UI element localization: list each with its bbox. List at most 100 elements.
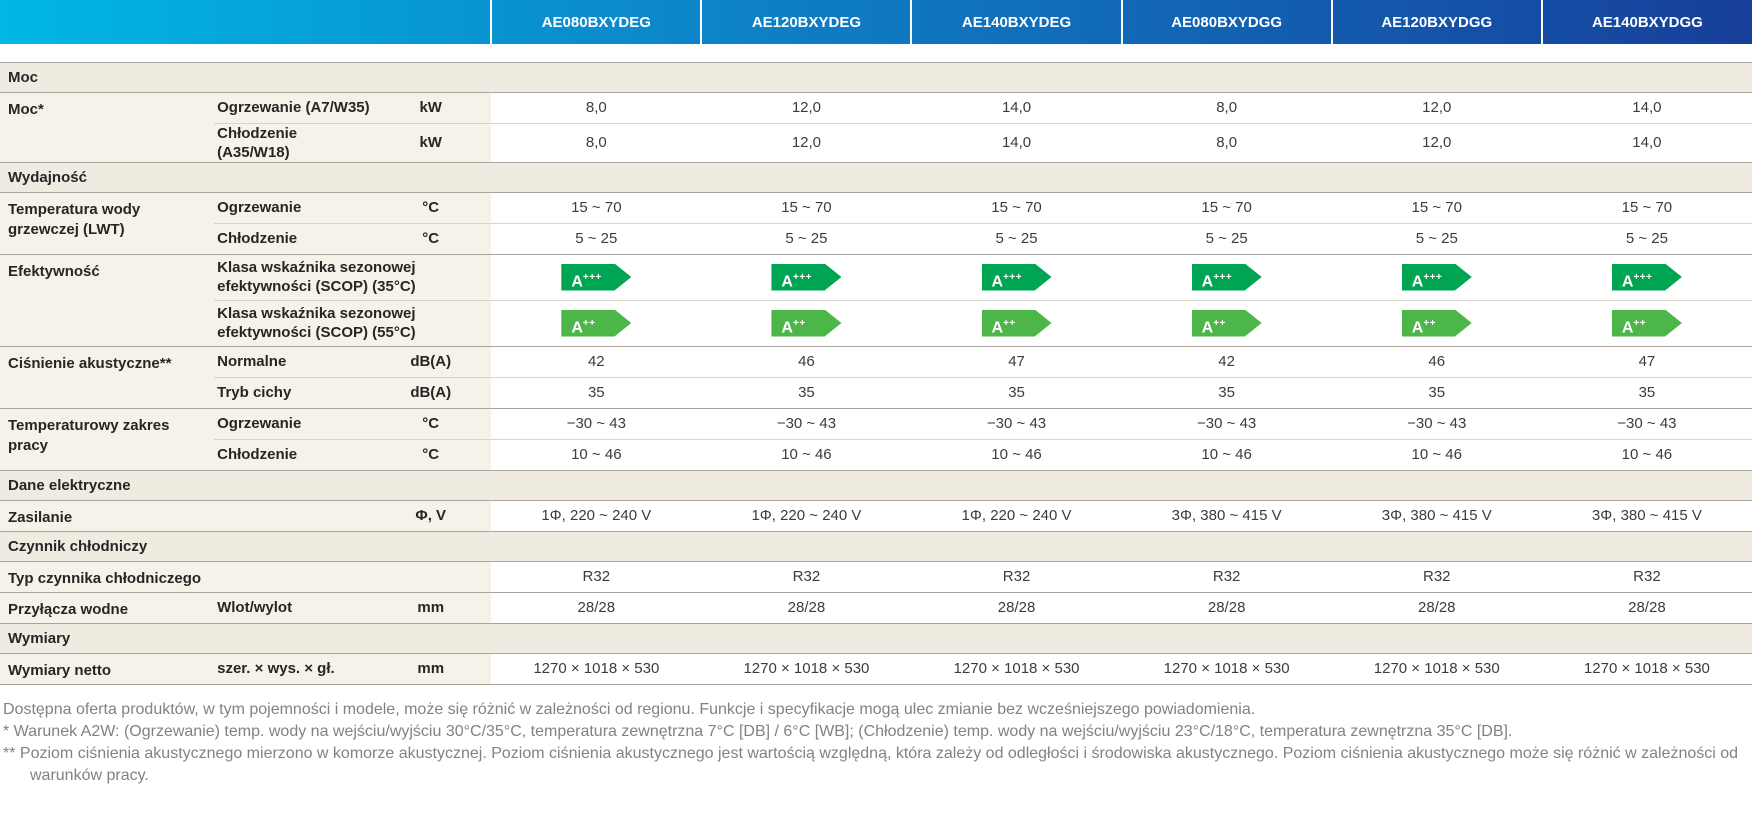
value-cell: 35 xyxy=(491,376,702,408)
value-cell: 10 ~ 46 xyxy=(701,438,912,470)
energy-class-badge: A++ xyxy=(1611,309,1682,337)
spec-row: Przyłącza wodne Wlot/wylot mm 28/28 28/2… xyxy=(0,591,1752,623)
header-gap xyxy=(0,44,1752,62)
value-cell: 5 ~ 25 xyxy=(1331,222,1542,254)
value-cell: −30 ~ 43 xyxy=(491,407,702,439)
row-sublabel: Klasa wskaźnika sezonowej efektywności (… xyxy=(214,253,492,300)
row-unit: mm xyxy=(370,652,492,685)
footnote-availability: Dostępna oferta produktów, w tym pojemno… xyxy=(3,700,1256,718)
value-cell: 15 ~ 70 xyxy=(1121,191,1332,223)
energy-class-badge: A+++ xyxy=(1401,263,1472,291)
value-cell: 8,0 xyxy=(1121,122,1332,162)
value-cell: 15 ~ 70 xyxy=(911,191,1122,223)
value-cell: A++ xyxy=(1541,299,1752,346)
section-row-czynnik-chlodniczy: Czynnik chłodniczy xyxy=(0,530,1752,562)
spec-row: Chłodzenie °C 10 ~ 46 10 ~ 46 10 ~ 46 10… xyxy=(0,438,1752,470)
row-unit: dB(A) xyxy=(370,345,492,377)
row-sublabel: Normalne xyxy=(214,345,371,377)
row-label-efektywnosc: Efektywność xyxy=(0,253,215,346)
value-cell: 1270 × 1018 × 530 xyxy=(1121,652,1332,685)
value-cell: 12,0 xyxy=(1331,122,1542,162)
value-cell: A++ xyxy=(491,299,702,346)
row-sublabel: Chłodzenie xyxy=(214,438,371,470)
row-unit: °C xyxy=(370,438,492,470)
energy-class-badge: A+++ xyxy=(561,263,632,291)
spec-row: Efektywność Klasa wskaźnika sezonowej ef… xyxy=(0,253,1752,346)
energy-class-badge: A++ xyxy=(561,309,632,337)
header-spacer xyxy=(0,0,491,44)
section-title: Wymiary xyxy=(0,622,1752,654)
row-unit: °C xyxy=(370,191,492,223)
value-cell: 42 xyxy=(1121,345,1332,377)
row-label-przylacza-wodne: Przyłącza wodne xyxy=(0,591,215,623)
spec-row: Temperaturowy zakres pracy Ogrzewanie °C… xyxy=(0,407,1752,470)
row-label-wymiary-netto: Wymiary netto xyxy=(0,652,215,685)
spec-row: Ciśnienie akustyczne** Normalne dB(A) 42… xyxy=(0,345,1752,408)
value-cell: 1Φ, 220 ~ 240 V xyxy=(491,499,702,531)
value-cell: R32 xyxy=(491,560,702,592)
row-unit: kW xyxy=(370,91,492,123)
energy-class-badge: A++ xyxy=(771,309,842,337)
row-unit xyxy=(370,560,492,592)
row-unit: mm xyxy=(370,591,492,623)
value-cell: 5 ~ 25 xyxy=(911,222,1122,254)
value-cell: 10 ~ 46 xyxy=(911,438,1122,470)
model-header-ae080bxydeg: AE080BXYDEG xyxy=(490,0,702,44)
value-cell: 12,0 xyxy=(701,91,912,123)
value-cell: 42 xyxy=(491,345,702,377)
row-sublabel: Ogrzewanie xyxy=(214,407,371,439)
value-cell: R32 xyxy=(1541,560,1752,592)
section-title: Moc xyxy=(0,61,1752,93)
section-title: Dane elektryczne xyxy=(0,469,1752,501)
value-cell: 10 ~ 46 xyxy=(1121,438,1332,470)
value-cell: 1270 × 1018 × 530 xyxy=(1541,652,1752,685)
row-sublabel: Chłodzenie (A35/W18) xyxy=(214,122,371,162)
model-header-ae140bxydgg: AE140BXYDGG xyxy=(1540,0,1752,44)
value-cell: A+++ xyxy=(1121,253,1332,300)
value-cell: A+++ xyxy=(911,253,1122,300)
product-spec-table: AE080BXYDEG AE120BXYDEG AE140BXYDEG AE08… xyxy=(0,0,1752,685)
value-cell: A+++ xyxy=(491,253,702,300)
energy-class-badge: A+++ xyxy=(981,263,1052,291)
value-cell: 12,0 xyxy=(1331,91,1542,123)
value-cell: 15 ~ 70 xyxy=(701,191,912,223)
spec-row: Chłodzenie (A35/W18) kW 8,0 12,0 14,0 8,… xyxy=(0,122,1752,162)
row-label-cisnienie-akustyczne: Ciśnienie akustyczne** xyxy=(0,345,215,408)
row-unit: dB(A) xyxy=(370,376,492,408)
value-cell: 35 xyxy=(701,376,912,408)
value-cell: 8,0 xyxy=(491,122,702,162)
value-cell: 14,0 xyxy=(911,122,1122,162)
energy-class-badge: A++ xyxy=(981,309,1052,337)
row-sublabel: Ogrzewanie xyxy=(214,191,371,223)
value-cell: 8,0 xyxy=(1121,91,1332,123)
section-row-moc: Moc xyxy=(0,61,1752,93)
value-cell: 10 ~ 46 xyxy=(491,438,702,470)
value-cell: 5 ~ 25 xyxy=(1541,222,1752,254)
value-cell: 28/28 xyxy=(1541,591,1752,623)
value-cell: 46 xyxy=(701,345,912,377)
value-cell: 28/28 xyxy=(1121,591,1332,623)
value-cell: 1270 × 1018 × 530 xyxy=(1331,652,1542,685)
energy-class-badge: A+++ xyxy=(771,263,842,291)
value-cell: 47 xyxy=(1541,345,1752,377)
row-label-typ-czynnika: Typ czynnika chłodniczego xyxy=(0,560,215,592)
model-header-ae120bxydgg: AE120BXYDGG xyxy=(1330,0,1542,44)
value-cell: 1Φ, 220 ~ 240 V xyxy=(701,499,912,531)
value-cell: 1Φ, 220 ~ 240 V xyxy=(911,499,1122,531)
value-cell: 28/28 xyxy=(1331,591,1542,623)
row-sublabel xyxy=(214,560,371,592)
section-row-dane-elektryczne: Dane elektryczne xyxy=(0,469,1752,501)
row-sublabel xyxy=(214,499,371,531)
value-cell: −30 ~ 43 xyxy=(1331,407,1542,439)
model-header-ae080bxydgg: AE080BXYDGG xyxy=(1120,0,1332,44)
value-cell: 1270 × 1018 × 530 xyxy=(701,652,912,685)
model-header-row: AE080BXYDEG AE120BXYDEG AE140BXYDEG AE08… xyxy=(0,0,1752,44)
row-label-zasilanie: Zasilanie xyxy=(0,499,215,531)
row-sublabel: Klasa wskaźnika sezonowej efektywności (… xyxy=(214,299,492,346)
row-sublabel: Ogrzewanie (A7/W35) xyxy=(214,91,371,123)
value-cell: 14,0 xyxy=(1541,122,1752,162)
row-sublabel: Wlot/wylot xyxy=(214,591,371,623)
spec-row: Wymiary netto szer. × wys. × gł. mm 1270… xyxy=(0,652,1752,685)
value-cell: 8,0 xyxy=(491,91,702,123)
